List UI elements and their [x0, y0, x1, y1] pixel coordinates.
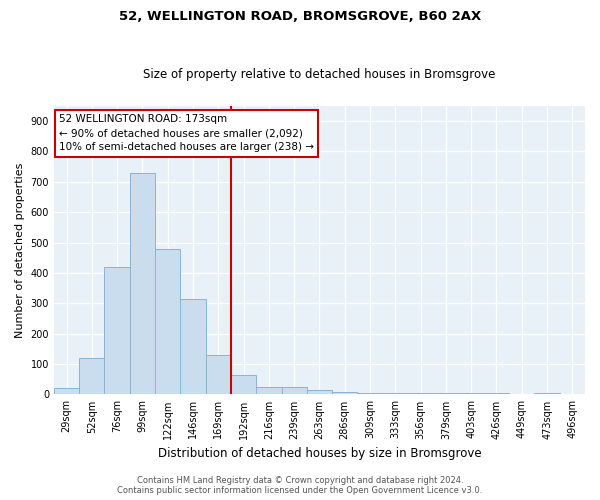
Text: 52, WELLINGTON ROAD, BROMSGROVE, B60 2AX: 52, WELLINGTON ROAD, BROMSGROVE, B60 2AX — [119, 10, 481, 23]
Bar — [79, 358, 104, 395]
Bar — [358, 393, 383, 394]
Bar — [484, 393, 509, 394]
Bar — [181, 298, 206, 394]
Bar — [54, 388, 79, 394]
Bar — [231, 374, 256, 394]
Bar — [307, 390, 332, 394]
Bar — [408, 393, 433, 394]
Bar — [535, 393, 560, 394]
Title: Size of property relative to detached houses in Bromsgrove: Size of property relative to detached ho… — [143, 68, 496, 81]
X-axis label: Distribution of detached houses by size in Bromsgrove: Distribution of detached houses by size … — [158, 447, 481, 460]
Bar — [332, 392, 358, 394]
Bar — [383, 393, 408, 394]
Bar — [281, 387, 307, 394]
Text: 52 WELLINGTON ROAD: 173sqm
← 90% of detached houses are smaller (2,092)
10% of s: 52 WELLINGTON ROAD: 173sqm ← 90% of deta… — [59, 114, 314, 152]
Text: Contains HM Land Registry data © Crown copyright and database right 2024.
Contai: Contains HM Land Registry data © Crown c… — [118, 476, 482, 495]
Bar — [256, 387, 281, 394]
Y-axis label: Number of detached properties: Number of detached properties — [15, 162, 25, 338]
Bar — [104, 267, 130, 394]
Bar — [433, 393, 458, 394]
Bar — [155, 248, 181, 394]
Bar — [206, 355, 231, 395]
Bar — [130, 172, 155, 394]
Bar — [458, 393, 484, 394]
